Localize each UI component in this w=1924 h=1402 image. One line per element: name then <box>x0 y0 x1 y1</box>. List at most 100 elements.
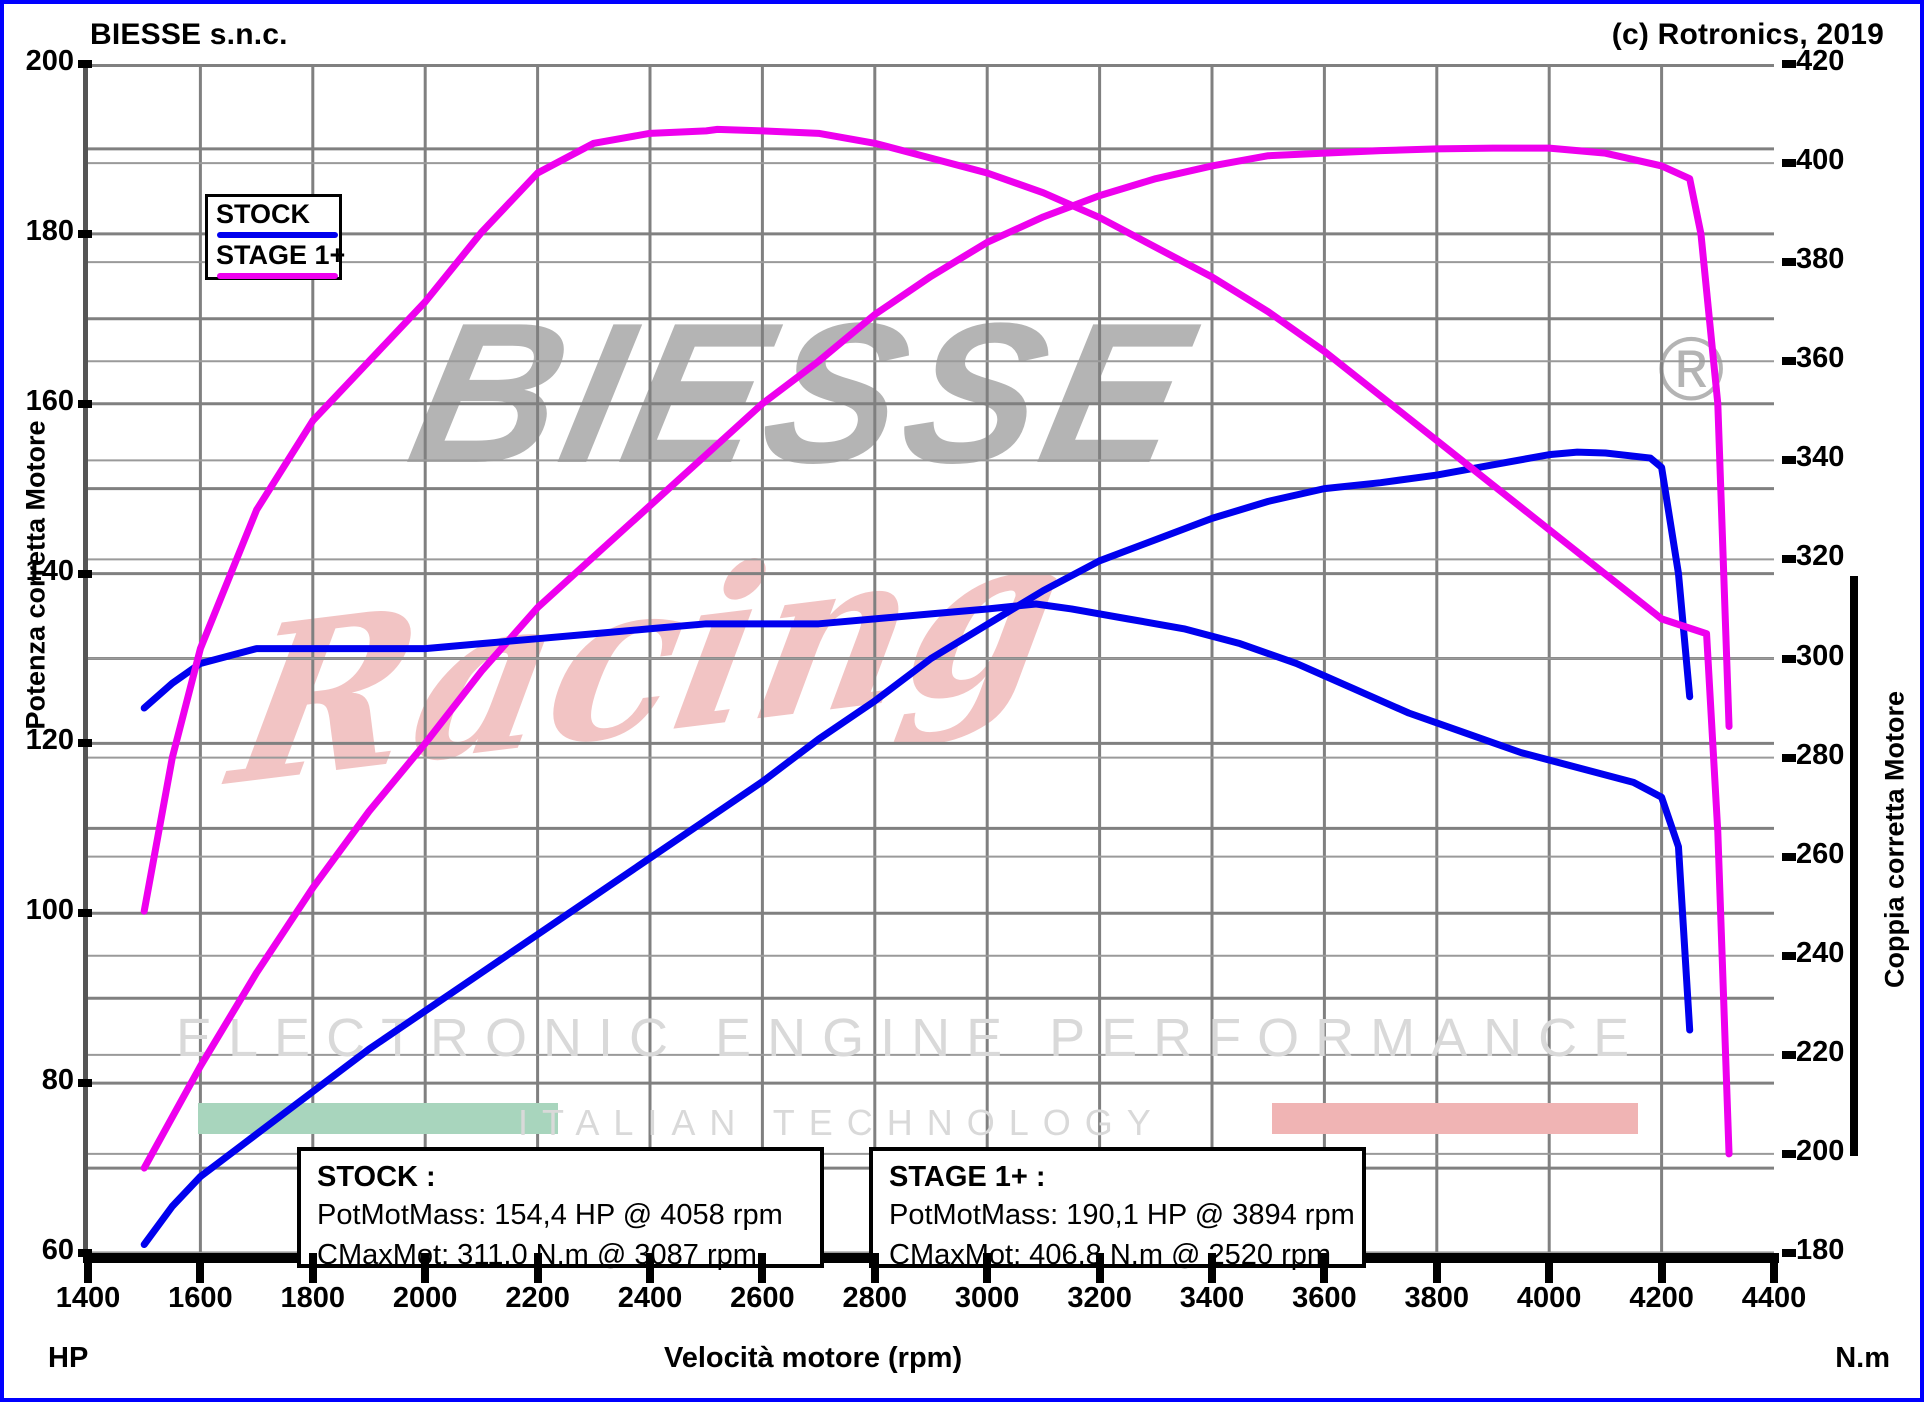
legend-item-stage1plus[interactable]: STAGE 1+ <box>216 240 346 283</box>
y-left-tick: 120 <box>25 724 74 757</box>
x-tick-mark <box>1770 1253 1778 1283</box>
x-tick-mark <box>84 1253 92 1283</box>
x-tick: 3400 <box>1179 1282 1245 1314</box>
x-tick-mark <box>870 1253 879 1283</box>
stage1plus-max-power-text: PotMotMass: 190,1 HP @ 3894 rpm <box>889 1199 1355 1231</box>
x-tick-mark <box>196 1253 205 1283</box>
y-right-tick-mark <box>1782 159 1796 168</box>
y-right-tick-mark <box>1782 555 1796 564</box>
stock-max-torque-text: CMaxMot: 311,0 N.m @ 3087 rpm <box>317 1239 757 1271</box>
stock-max-power-text: PotMotMass: 154,4 HP @ 4058 rpm <box>317 1199 783 1231</box>
stock-results-box: STOCK : PotMotMass: 154,4 HP @ 4058 rpm … <box>297 1147 824 1271</box>
x-tick-mark <box>421 1253 430 1283</box>
right-unit-label: N.m <box>1835 1342 1890 1374</box>
legend-item-stock[interactable]: STOCK <box>216 199 338 242</box>
x-tick: 2200 <box>505 1282 570 1314</box>
y-right-tick: 420 <box>1796 45 1845 77</box>
x-tick-mark <box>1095 1253 1104 1283</box>
y-right-tick-mark <box>1782 456 1796 465</box>
x-tick: 4400 <box>1741 1282 1807 1314</box>
y-left-tick: 80 <box>41 1064 74 1097</box>
x-tick: 1400 <box>55 1282 121 1314</box>
legend-label-stock: STOCK <box>216 199 311 229</box>
y-left-tick-mark <box>78 569 92 578</box>
stage1plus-max-torque-text: CMaxMot: 406,8 N.m @ 2520 rpm <box>889 1239 1332 1271</box>
y-right-tick-mark <box>1782 852 1796 861</box>
legend-swatch-stage1plus <box>217 273 338 279</box>
x-tick: 2000 <box>392 1282 458 1314</box>
y-right-tick: 360 <box>1796 342 1845 375</box>
x-tick: 4000 <box>1516 1282 1582 1314</box>
x-tick-mark <box>1545 1253 1554 1283</box>
x-tick: 2600 <box>730 1282 795 1314</box>
y-right-tick: 180 <box>1796 1234 1845 1266</box>
x-tick-mark <box>1208 1253 1216 1283</box>
x-tick-mark <box>758 1253 767 1283</box>
y-right-tick: 220 <box>1796 1035 1845 1068</box>
chart-legend: STOCK STAGE 1+ <box>205 194 346 283</box>
y-right-tick: 400 <box>1796 144 1845 177</box>
y-left-tick-mark <box>78 229 92 238</box>
y-right-tick: 300 <box>1796 639 1845 672</box>
y-left-tick: 160 <box>25 384 74 417</box>
x-tick: 1600 <box>168 1282 233 1314</box>
x-tick-mark <box>1320 1253 1329 1283</box>
chart-plot-area: Racing BIESSE ® ELECTRONIC ENGINE PERFOR… <box>83 64 1858 1263</box>
x-tick-mark <box>533 1253 542 1283</box>
y-right-tick: 240 <box>1796 936 1845 969</box>
y-left-tick: 100 <box>25 894 74 927</box>
y-right-tick-mark <box>1782 1050 1796 1059</box>
y-right-tick: 260 <box>1796 837 1845 870</box>
red-swatch <box>1272 1103 1638 1134</box>
y-left-tick-mark <box>78 909 92 918</box>
x-tick-mark <box>646 1253 654 1283</box>
x-tick-mark <box>983 1253 992 1283</box>
y-right-tick: 380 <box>1796 243 1845 276</box>
y-right-tick-mark <box>1782 60 1796 68</box>
x-tick-mark <box>1432 1253 1441 1283</box>
stage1plus-results-title: STAGE 1+ : <box>889 1161 1046 1193</box>
x-axis-title: Velocità motore (rpm) <box>664 1342 963 1374</box>
y-right-tick: 280 <box>1796 738 1845 771</box>
legend-swatch-stock <box>217 232 338 238</box>
y-right-tick-mark <box>1782 357 1796 366</box>
left-unit-label: HP <box>48 1342 89 1374</box>
plot-left-border <box>83 64 88 1253</box>
y-right-tick-mark <box>1782 654 1796 663</box>
y-left-tick-mark <box>78 1079 92 1088</box>
x-tick: 2400 <box>617 1282 683 1314</box>
y-left-tick: 140 <box>25 554 74 587</box>
company-title: BIESSE s.n.c. <box>90 18 288 51</box>
chart-curves <box>140 125 1733 1249</box>
y-left-tick: 180 <box>25 214 74 247</box>
y-left-tick-mark <box>78 399 92 408</box>
torque-axis-spine <box>1850 576 1858 1156</box>
y-right-tick-mark <box>1782 753 1796 762</box>
x-tick-mark <box>308 1253 317 1283</box>
x-tick: 3000 <box>954 1282 1020 1314</box>
x-tick: 2800 <box>842 1282 908 1314</box>
y-right-tick: 320 <box>1796 540 1845 573</box>
stage1plus-results-box: STAGE 1+ : PotMotMass: 190,1 HP @ 3894 r… <box>869 1147 1366 1271</box>
y-right-tick: 340 <box>1796 441 1845 474</box>
y-left-tick-mark <box>78 739 92 748</box>
y-left-tick-mark <box>78 60 92 68</box>
x-tick: 3800 <box>1404 1282 1470 1314</box>
y-left-tick: 200 <box>25 45 74 77</box>
y-right-tick-mark <box>1782 1249 1796 1257</box>
x-tick-mark <box>1657 1253 1666 1283</box>
legend-label-stage1plus: STAGE 1+ <box>216 240 346 270</box>
x-tick: 3200 <box>1067 1282 1132 1314</box>
y-right-tick: 200 <box>1796 1134 1845 1167</box>
y-axis-right-title: Coppia corretta Motore <box>1879 690 1910 989</box>
x-tick: 4200 <box>1629 1282 1694 1314</box>
y-right-tick-mark <box>1782 1149 1796 1158</box>
y-right-tick-mark <box>1782 258 1796 267</box>
x-tick: 1800 <box>280 1282 346 1314</box>
y-left-tick: 60 <box>41 1234 74 1266</box>
stock-results-title: STOCK : <box>317 1161 436 1193</box>
y-right-tick-mark <box>1782 951 1796 960</box>
x-tick: 3600 <box>1292 1282 1357 1314</box>
plot-top-border <box>88 64 1774 67</box>
